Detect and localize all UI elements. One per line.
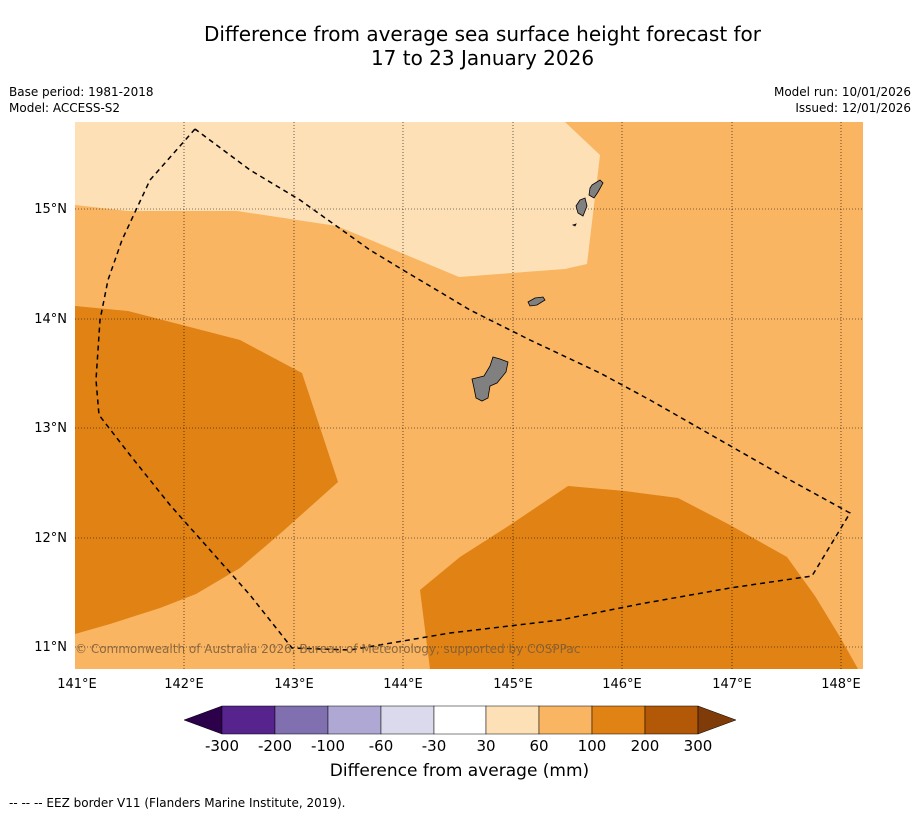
colorbar-under-arrow xyxy=(183,705,223,735)
land xyxy=(471,179,604,402)
model-name: Model: ACCESS-S2 xyxy=(9,101,121,115)
colorbar-segment xyxy=(485,705,540,735)
colorbar-ticks: -300 -200 -100 -60 -30 30 60 100 200 300 xyxy=(205,737,712,755)
colorbar-segment xyxy=(380,705,435,735)
lon-tick-label: 142°E xyxy=(164,677,204,692)
lon-tick-label: 148°E xyxy=(821,677,861,692)
anomaly-region-100-200-west xyxy=(75,306,338,634)
model-run: Model run: 10/01/2026 xyxy=(773,85,911,99)
lat-tick-label: 12°N xyxy=(34,531,67,546)
lon-tick-label: 143°E xyxy=(274,677,314,692)
lat-tick-label: 11°N xyxy=(34,640,67,655)
island-guam xyxy=(471,356,509,402)
lon-labels: 141°E 142°E 143°E 144°E 145°E 146°E 147°… xyxy=(57,677,861,692)
lat-tick-label: 15°N xyxy=(34,202,67,217)
colorbar-tick-label: 60 xyxy=(529,737,548,755)
colorbar-segment xyxy=(591,705,646,735)
copyright-notice: © Commonwealth of Australia 2026, Bureau… xyxy=(75,642,580,656)
island-rota xyxy=(527,296,546,307)
colorbar-tick-label: -300 xyxy=(205,737,239,755)
colorbar-label: Difference from average (mm) xyxy=(329,761,590,781)
colorbar-tick-label: -100 xyxy=(311,737,345,755)
lon-tick-label: 145°E xyxy=(493,677,533,692)
colorbar-segment xyxy=(274,705,329,735)
eez-footnote: -- -- -- EEZ border V11 (Flanders Marine… xyxy=(9,796,346,810)
lon-tick-label: 147°E xyxy=(712,677,752,692)
base-period: Base period: 1981-2018 xyxy=(9,85,154,99)
colorbar-tick-label: -60 xyxy=(369,737,394,755)
issued-date: Issued: 12/01/2026 xyxy=(795,101,911,115)
colorbar-segment xyxy=(433,705,487,735)
colorbar-segment xyxy=(644,705,699,735)
anomaly-region-100-200-southeast xyxy=(420,486,858,669)
lon-tick-label: 146°E xyxy=(602,677,642,692)
colorbar-tick-label: 300 xyxy=(684,737,713,755)
colorbar-tick-label: 200 xyxy=(631,737,660,755)
eez-border xyxy=(95,128,852,651)
colorbar-over-arrow xyxy=(697,705,737,735)
colorbar-segment xyxy=(538,705,593,735)
colorbar-tick-label: -200 xyxy=(258,737,292,755)
colorbar-tick-label: 100 xyxy=(578,737,607,755)
colorbar xyxy=(183,705,737,735)
island-aguijan xyxy=(571,223,577,227)
anomaly-region-30-60 xyxy=(75,122,600,277)
island-tinian xyxy=(575,197,588,217)
lon-tick-label: 141°E xyxy=(57,677,97,692)
colorbar-tick-label: -30 xyxy=(422,737,447,755)
lat-labels: 15°N 14°N 13°N 12°N 11°N xyxy=(34,202,67,655)
lat-tick-label: 14°N xyxy=(34,312,67,327)
graticule xyxy=(75,122,863,669)
island-saipan xyxy=(588,179,604,199)
title-line2: 17 to 23 January 2026 xyxy=(370,46,595,70)
lon-tick-label: 144°E xyxy=(383,677,423,692)
colorbar-segment xyxy=(327,705,382,735)
lat-tick-label: 13°N xyxy=(34,421,67,436)
title-line1: Difference from average sea surface heig… xyxy=(203,22,762,46)
colorbar-tick-label: 30 xyxy=(476,737,495,755)
colorbar-segment xyxy=(221,705,276,735)
